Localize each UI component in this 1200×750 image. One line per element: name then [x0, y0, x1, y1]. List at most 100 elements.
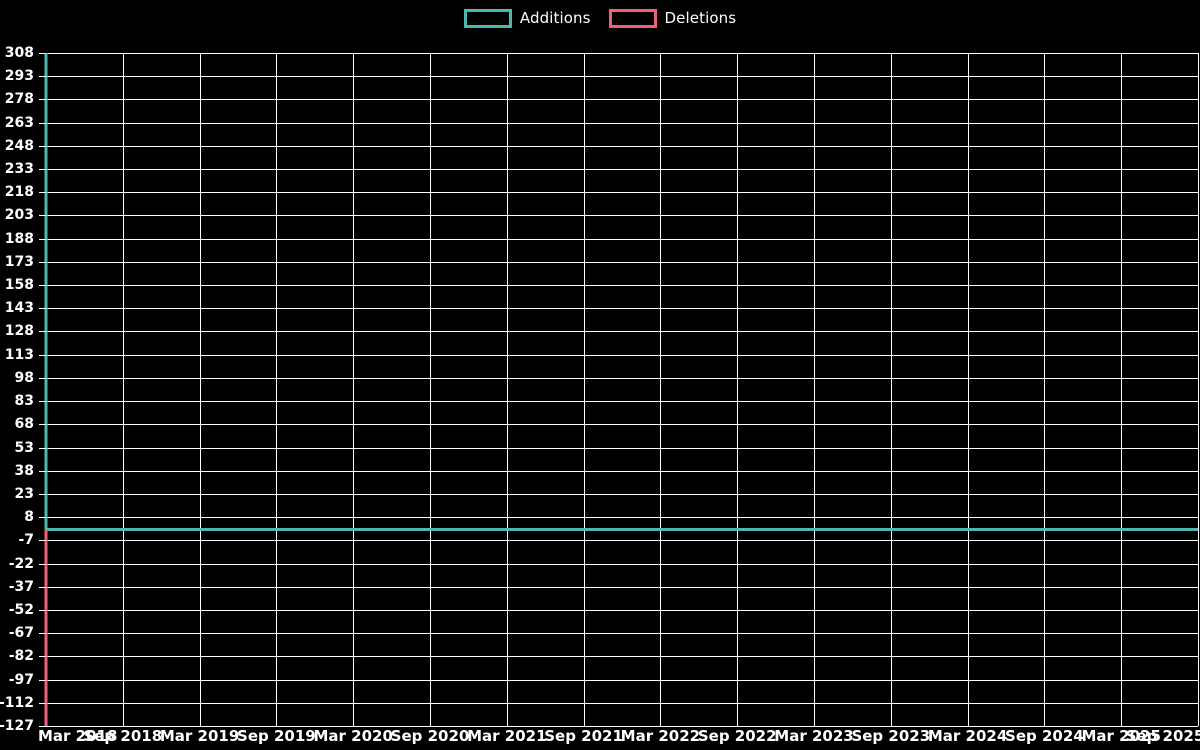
x-axis-tick-label: Sep 2021	[544, 727, 623, 745]
y-axis-tick	[39, 540, 46, 542]
y-axis-labels: 308 293 278 263 248 233 218 203 188 173 158 143 128 1…	[0, 0, 44, 750]
y-axis-tick	[39, 169, 46, 171]
x-axis-tick-label: Mar 2018	[38, 727, 118, 745]
gridline-horizontal	[46, 633, 1198, 635]
plot-background	[46, 53, 1198, 726]
y-axis-tick-label: 83	[14, 393, 34, 410]
legend-item-additions[interactable]: Additions	[463, 8, 591, 28]
gridline-horizontal	[46, 447, 1198, 449]
y-axis-tick	[39, 633, 46, 635]
gridline-vertical	[660, 53, 662, 726]
y-axis-tick-label: 188	[4, 230, 34, 247]
y-axis-tick	[39, 53, 46, 54]
y-axis-tick	[39, 215, 46, 217]
y-axis-tick	[39, 285, 46, 287]
y-axis-tick-label: -67	[8, 625, 34, 642]
x-axis-tick-label: Mar 2020	[313, 727, 393, 745]
y-axis-tick	[39, 609, 46, 611]
y-axis-tick-label: 263	[4, 114, 34, 131]
y-axis-tick-label: 98	[14, 369, 34, 386]
gridline-horizontal	[46, 76, 1198, 78]
gridline-horizontal	[46, 470, 1198, 472]
y-axis-tick	[39, 261, 46, 263]
y-axis-tick-label: -82	[8, 648, 34, 665]
y-axis-tick	[39, 331, 46, 333]
gridline-horizontal	[46, 540, 1198, 542]
legend-label-deletions: Deletions	[664, 8, 737, 27]
gridline-vertical	[583, 53, 585, 726]
y-axis-tick	[39, 238, 46, 240]
y-axis-tick-label: -37	[8, 578, 34, 595]
gridline-horizontal	[46, 169, 1198, 171]
gridline-horizontal	[46, 53, 1198, 54]
y-axis-tick-label: 248	[4, 137, 34, 154]
x-axis-tick-label: Mar 2022	[620, 727, 701, 745]
y-axis-tick	[39, 308, 46, 310]
gridline-horizontal	[46, 679, 1198, 681]
gridline-horizontal	[46, 308, 1198, 310]
y-axis-tick	[39, 76, 46, 78]
gridline-horizontal	[46, 726, 1198, 727]
x-axis-tick-label: Mar 2025	[1081, 727, 1161, 745]
y-axis-tick-label: 113	[4, 346, 34, 363]
y-axis-tick-label: 23	[14, 485, 34, 502]
gridline-horizontal	[46, 285, 1198, 287]
y-axis-tick-label: 143	[4, 300, 34, 317]
gridline-horizontal	[46, 424, 1198, 426]
plot-area	[44, 53, 1199, 727]
gridline-horizontal	[46, 517, 1198, 519]
gridline-vertical	[122, 53, 124, 726]
y-axis-tick	[39, 493, 46, 495]
y-axis-tick-label: 278	[4, 91, 34, 108]
y-axis-tick	[39, 377, 46, 379]
y-axis-tick	[39, 679, 46, 681]
y-axis-tick-label: 308	[4, 45, 34, 61]
gridline-horizontal	[46, 586, 1198, 588]
y-axis-tick-label: 128	[4, 323, 34, 340]
gridline-vertical	[814, 53, 815, 726]
y-axis-tick-label: 68	[14, 416, 34, 433]
chart-legend: Additions Deletions	[0, 0, 1200, 36]
y-axis-tick	[39, 99, 46, 101]
gridline-vertical	[1198, 53, 1199, 726]
gridline-horizontal	[46, 192, 1198, 194]
gridline-horizontal	[46, 145, 1198, 147]
gridline-horizontal	[46, 563, 1198, 565]
x-axis-tick-label: Sep 2020	[390, 727, 470, 745]
gridline-vertical	[890, 53, 892, 726]
gridline-horizontal	[46, 261, 1198, 263]
y-axis-tick-label: 203	[4, 207, 34, 224]
x-axis-tick-label: Mar 2024	[927, 727, 1008, 745]
y-axis-tick-label: 233	[4, 161, 34, 178]
gridline-vertical	[199, 53, 201, 726]
y-axis-tick-label: 173	[4, 253, 34, 270]
gridline-vertical	[276, 53, 278, 726]
gridline-horizontal	[46, 354, 1198, 356]
gridline-horizontal	[46, 493, 1198, 495]
y-axis-tick	[39, 192, 46, 194]
y-axis-tick	[39, 447, 46, 449]
legend-item-deletions[interactable]: Deletions	[608, 8, 737, 28]
gridline-vertical	[737, 53, 739, 726]
gridline-vertical	[967, 53, 969, 726]
gridline-horizontal	[46, 702, 1198, 704]
y-axis-tick	[39, 517, 46, 519]
gridline-horizontal	[46, 377, 1198, 379]
gridline-horizontal	[46, 99, 1198, 101]
y-axis-tick-label: 218	[4, 184, 34, 201]
x-axis-tick-label: Sep 2023	[851, 727, 931, 745]
x-axis-tick-label: Sep 2019	[237, 727, 316, 745]
y-axis-tick	[39, 122, 46, 124]
y-axis-tick-label: -7	[18, 532, 34, 549]
y-axis-tick-label: -127	[0, 718, 34, 734]
gridline-vertical	[430, 53, 431, 726]
y-axis-tick	[39, 726, 46, 727]
y-axis-tick	[39, 145, 46, 147]
y-axis-tick	[39, 656, 46, 658]
gridline-horizontal	[46, 238, 1198, 240]
x-axis-tick-label: Mar 2021	[467, 727, 547, 745]
y-axis-tick	[39, 401, 46, 403]
legend-label-additions: Additions	[519, 8, 591, 27]
y-axis-tick-label: -52	[8, 601, 34, 618]
